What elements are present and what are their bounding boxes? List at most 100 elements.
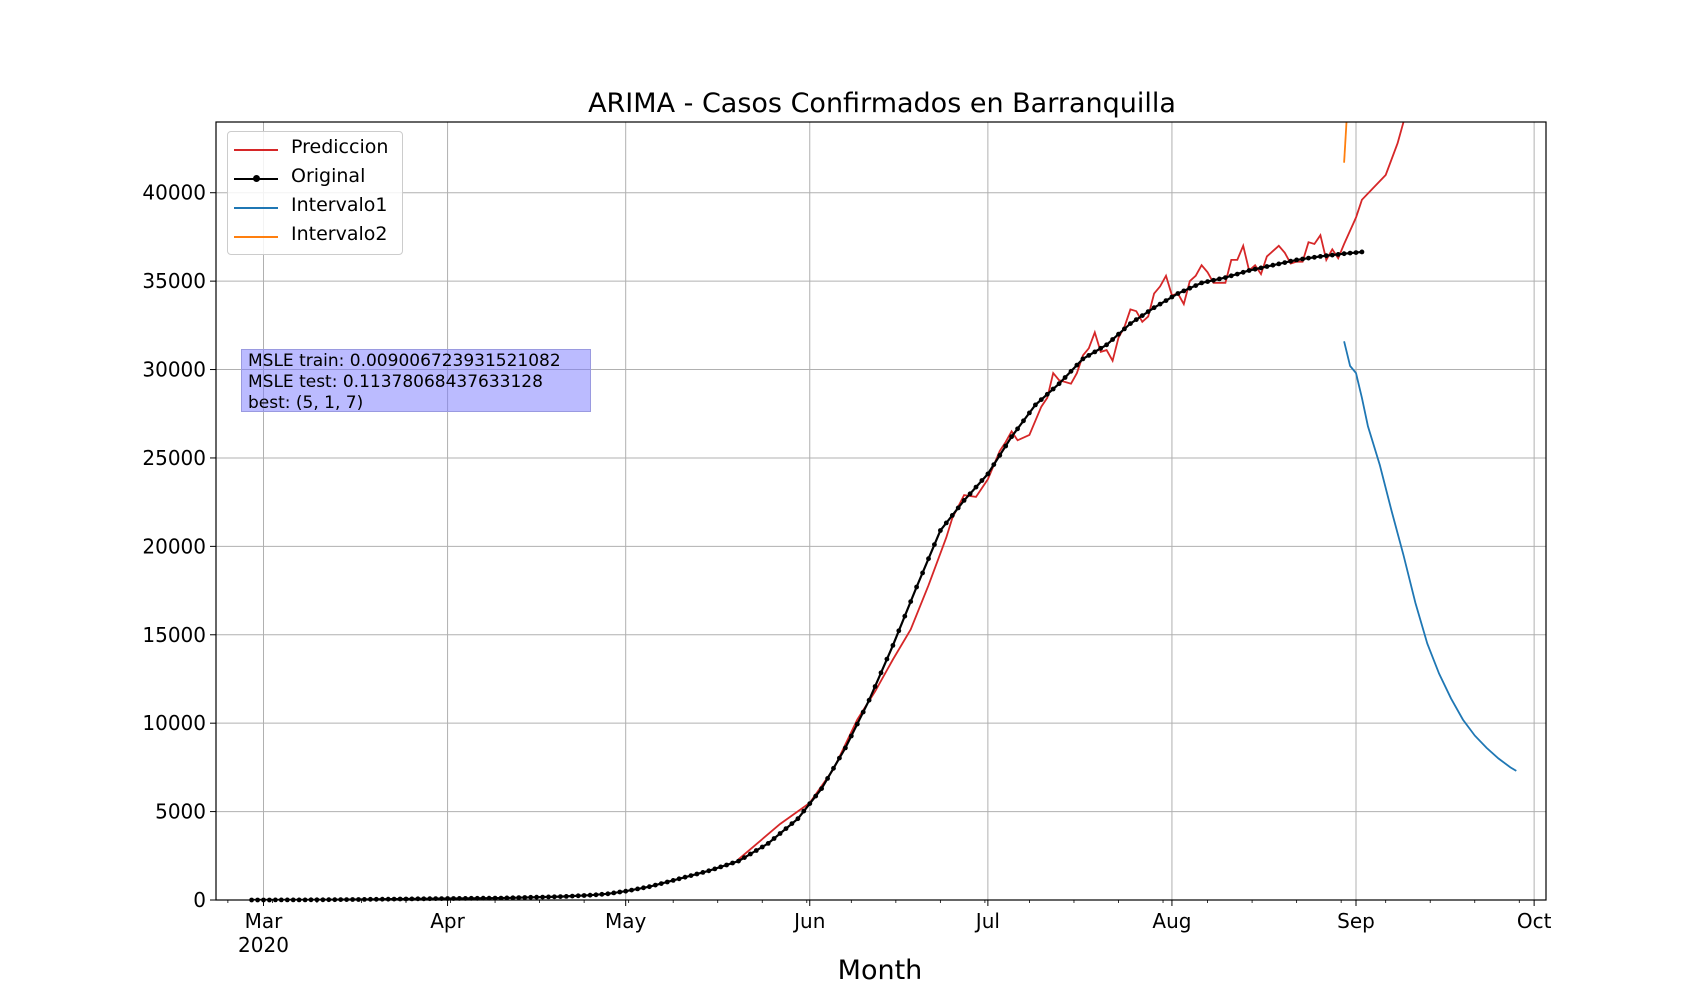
original-point	[771, 836, 777, 841]
original-point	[1217, 276, 1222, 282]
original-point	[1133, 317, 1139, 322]
original-point	[801, 808, 807, 814]
original-point	[1187, 285, 1193, 291]
original-point	[1234, 271, 1240, 277]
original-point	[617, 889, 623, 895]
original-point	[653, 882, 658, 888]
original-point	[1145, 309, 1151, 314]
original-point	[742, 855, 747, 860]
original-point	[1068, 368, 1074, 374]
original-point	[706, 868, 712, 874]
legend-swatch-intervalo2	[234, 236, 278, 238]
original-point	[522, 895, 528, 900]
original-point	[1341, 251, 1347, 257]
msle-test-text: MSLE test: 0.11378068437633128	[248, 372, 543, 392]
original-point	[1015, 426, 1020, 432]
original-point	[1038, 397, 1044, 402]
original-point	[368, 896, 373, 902]
original-point	[1086, 353, 1092, 358]
original-point	[1122, 326, 1127, 332]
original-point	[558, 894, 563, 899]
original-point	[516, 895, 522, 900]
original-point	[629, 887, 634, 893]
original-point	[504, 895, 510, 901]
grid-lines	[216, 122, 1546, 901]
original-point	[664, 879, 670, 885]
original-point	[753, 848, 759, 853]
original-point	[575, 893, 581, 899]
original-point	[1003, 443, 1009, 449]
original-point	[807, 801, 813, 806]
original-point	[902, 613, 908, 619]
original-point	[896, 628, 902, 634]
legend-item-intervalo2: Intervalo2	[228, 221, 402, 251]
original-point	[1228, 273, 1234, 279]
y-tick-label: 30000	[142, 358, 206, 382]
original-point	[938, 528, 943, 533]
original-point	[1062, 375, 1068, 380]
legend-label-original: Original	[291, 165, 366, 187]
x-tick-label: Sep	[1337, 909, 1375, 933]
x-axis-label: Month	[838, 955, 923, 986]
y-tick-label: 40000	[142, 181, 206, 205]
original-point	[397, 896, 403, 902]
series-line-intervalo1	[1343, 341, 1517, 772]
series-line-intervalo2	[1343, 122, 1348, 163]
x-tick-label: Apr	[430, 909, 465, 933]
original-point	[1027, 410, 1032, 416]
x-tick-label: Oct	[1517, 909, 1552, 933]
original-point	[1074, 362, 1080, 368]
y-tick-label: 0	[193, 888, 206, 912]
original-point	[1282, 260, 1288, 265]
original-point	[581, 893, 587, 898]
original-point	[647, 884, 652, 890]
original-point	[878, 670, 884, 676]
original-point	[1347, 250, 1353, 256]
original-point	[635, 886, 640, 892]
msle-train-text: MSLE train: 0.009006723931521082	[248, 351, 561, 371]
original-point	[1110, 337, 1115, 342]
original-point	[1312, 254, 1317, 260]
x-tick-sublabel: 2020	[238, 933, 289, 957]
legend-label-intervalo2: Intervalo2	[291, 223, 388, 245]
legend: Prediccion Original Intervalo1 Intervalo…	[227, 131, 403, 255]
original-point	[819, 786, 824, 791]
legend-swatch-intervalo1	[234, 207, 278, 209]
original-point	[641, 885, 646, 891]
original-point	[563, 894, 569, 899]
original-point	[825, 776, 830, 781]
original-point	[1092, 349, 1098, 355]
original-point	[599, 891, 605, 897]
original-point	[534, 894, 539, 900]
original-point	[860, 709, 866, 715]
series-line-prediccion	[737, 122, 1405, 860]
original-point	[510, 895, 516, 901]
original-point	[391, 896, 397, 902]
original-point	[914, 584, 919, 590]
original-point	[1318, 254, 1323, 259]
original-point	[1181, 288, 1187, 294]
original-point	[736, 858, 741, 864]
original-point	[480, 895, 486, 901]
original-point	[1223, 275, 1228, 280]
y-tick-label: 35000	[142, 269, 206, 293]
original-point	[676, 876, 682, 882]
original-point	[1098, 345, 1104, 351]
original-point	[1306, 255, 1311, 261]
x-tick-label: Mar	[245, 909, 284, 933]
original-point	[866, 697, 872, 703]
legend-marker-original	[253, 175, 260, 182]
original-point	[1240, 269, 1246, 275]
original-point	[967, 491, 973, 497]
x-tick-label: Aug	[1152, 909, 1191, 933]
original-point	[961, 498, 967, 503]
original-point	[783, 826, 789, 831]
original-point	[1163, 298, 1169, 303]
original-point	[492, 895, 498, 901]
original-point	[1128, 321, 1133, 326]
original-point	[373, 896, 379, 902]
original-point	[552, 894, 557, 900]
chart-title: ARIMA - Casos Confirmados en Barranquill…	[588, 88, 1176, 119]
